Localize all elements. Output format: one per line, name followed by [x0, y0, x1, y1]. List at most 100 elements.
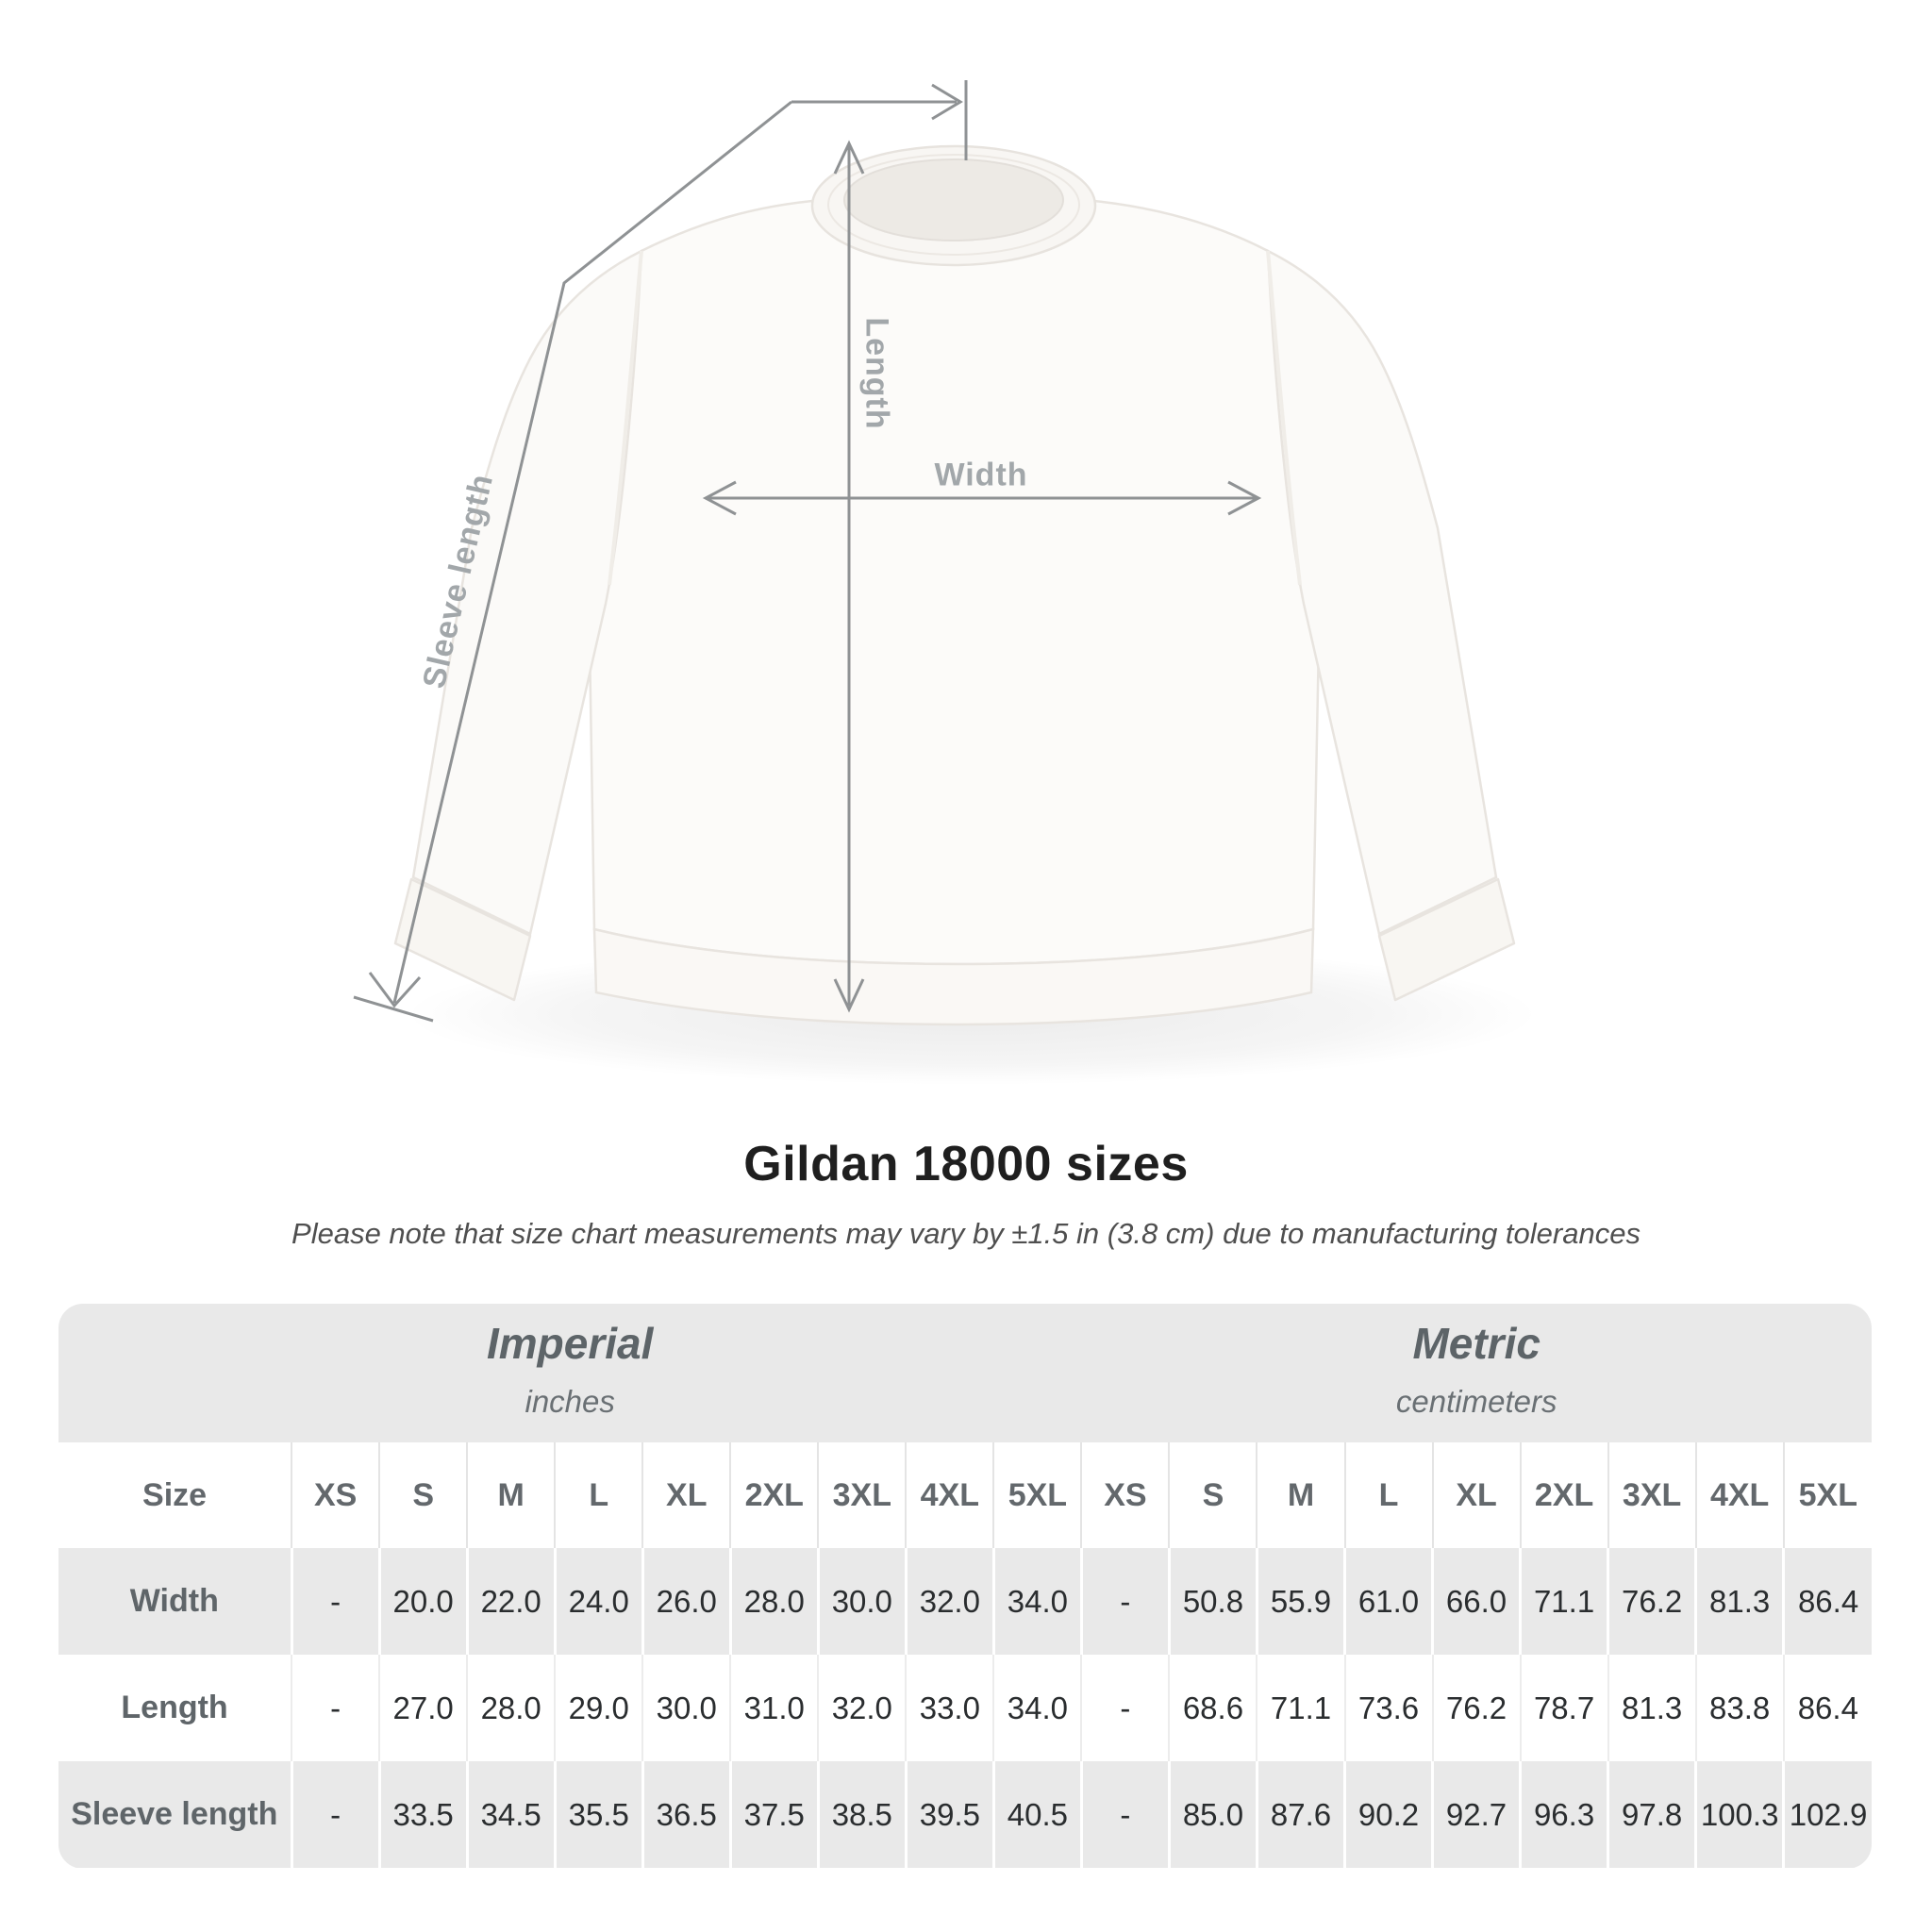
value-cell-metric: 61.0: [1342, 1548, 1433, 1655]
value-cell-imperial: 34.0: [992, 1655, 1082, 1761]
value-cell-imperial: -: [291, 1655, 380, 1761]
size-column-header: XS: [291, 1442, 380, 1548]
size-column-header: 5XL: [1782, 1442, 1872, 1548]
size-header-label: Size: [58, 1442, 292, 1548]
sweatshirt-image: [353, 80, 1538, 1085]
value-cell-metric: 92.7: [1431, 1761, 1521, 1868]
value-cell-imperial: 37.5: [728, 1761, 819, 1868]
value-cell-metric: 55.9: [1255, 1548, 1345, 1655]
right-armhole-seam: [1266, 250, 1302, 586]
value-cell-metric: 81.3: [1694, 1548, 1784, 1655]
width-annotation-label: Width: [934, 457, 1028, 493]
value-cell-imperial: 22.0: [465, 1548, 556, 1655]
sweatshirt-right-cuff: [1377, 877, 1516, 1002]
sweatshirt-left-sleeve: [411, 248, 643, 936]
value-cell-imperial: 40.5: [991, 1761, 1082, 1868]
size-column-header: 4XL: [1694, 1442, 1784, 1548]
length-annotation-label: Length: [858, 317, 895, 430]
measurement-row-width: Width -20.0 22.0 24.0 26.0 28.0 30.0 32.0 34.0-5…: [58, 1548, 1872, 1655]
measurement-row-sleeve-length: Sleeve length -33.5 34.5 35.5 36.5 37.5 38.5 39…: [58, 1761, 1872, 1868]
row-label: Length: [58, 1655, 292, 1761]
value-cell-metric: 83.8: [1694, 1655, 1784, 1761]
value-cell-metric: 96.3: [1519, 1761, 1608, 1868]
value-cell-metric: 76.2: [1607, 1548, 1696, 1655]
value-cell-metric: 90.2: [1342, 1761, 1433, 1868]
value-cell-metric: 78.7: [1519, 1655, 1608, 1761]
size-table: Imperial inches Metric centimeters Size XS S M L…: [58, 1304, 1872, 1868]
size-column-header: XS: [1080, 1442, 1170, 1548]
unit-group-name: Metric: [1412, 1318, 1541, 1368]
value-cell-metric: 71.1: [1256, 1655, 1345, 1761]
value-cell-imperial: 33.5: [377, 1761, 468, 1868]
size-column-header: M: [1256, 1442, 1345, 1548]
sweatshirt-right-sleeve: [1266, 248, 1498, 936]
size-column-header: 5XL: [992, 1442, 1082, 1548]
value-cell-imperial: 35.5: [553, 1761, 643, 1868]
value-cell-metric: 50.8: [1167, 1548, 1257, 1655]
value-cell-imperial: 33.0: [905, 1655, 994, 1761]
value-cell-imperial: 30.0: [641, 1655, 731, 1761]
unit-group-unit: inches: [525, 1383, 615, 1419]
measurement-lines: [353, 80, 1262, 1023]
value-cell-imperial: 31.0: [729, 1655, 819, 1761]
value-cell-metric: 76.2: [1431, 1655, 1521, 1761]
value-cell-metric: 71.1: [1519, 1548, 1608, 1655]
cuff-tick: [353, 995, 434, 1023]
page-title: Gildan 18000 sizes: [743, 1137, 1189, 1191]
value-cell-imperial: 36.5: [641, 1761, 731, 1868]
unit-group-imperial: Imperial inches: [58, 1304, 1082, 1442]
value-cell-imperial: 26.0: [641, 1548, 731, 1655]
size-column-header: L: [1343, 1442, 1433, 1548]
size-column-header: L: [554, 1442, 643, 1548]
measurement-row-length: Length -27.0 28.0 29.0 30.0 31.0 32.0 33.0 34.0-…: [58, 1655, 1872, 1761]
row-label: Sleeve length: [58, 1761, 292, 1868]
sweatshirt-left-cuff: [393, 877, 532, 1002]
unit-group-metric: Metric centimeters: [1081, 1304, 1872, 1442]
size-column-header: XL: [641, 1442, 731, 1548]
unit-group-row: Imperial inches Metric centimeters: [58, 1304, 1872, 1442]
collar-seam: [827, 154, 1080, 256]
value-cell-imperial: 20.0: [377, 1548, 468, 1655]
value-cell-metric: 86.4: [1782, 1548, 1872, 1655]
value-cell-imperial: 38.5: [816, 1761, 907, 1868]
sweatshirt-hem-band: [592, 927, 1315, 1026]
value-cell-imperial: -: [290, 1548, 380, 1655]
value-cell-metric: -: [1079, 1761, 1170, 1868]
size-table-container: Imperial inches Metric centimeters Size XS S M L…: [58, 1304, 1872, 1869]
value-cell-metric: -: [1080, 1655, 1170, 1761]
size-column-header: 4XL: [905, 1442, 994, 1548]
value-cell-imperial: 34.5: [465, 1761, 556, 1868]
row-label: Width: [58, 1548, 292, 1655]
value-cell-metric: 68.6: [1168, 1655, 1257, 1761]
value-cell-imperial: 29.0: [554, 1655, 643, 1761]
size-column-header: 3XL: [1607, 1442, 1696, 1548]
value-cell-imperial: 28.0: [728, 1548, 819, 1655]
value-cell-metric: 81.3: [1607, 1655, 1696, 1761]
size-column-header: XL: [1431, 1442, 1521, 1548]
value-cell-metric: 66.0: [1431, 1548, 1521, 1655]
unit-group-name: Imperial: [486, 1318, 654, 1368]
value-cell-metric: 86.4: [1782, 1655, 1872, 1761]
value-cell-metric: 102.9: [1782, 1761, 1872, 1868]
left-armhole-seam: [608, 250, 643, 586]
size-column-header: 3XL: [817, 1442, 907, 1548]
size-column-header: 2XL: [729, 1442, 819, 1548]
title-block: Gildan 18000 sizes Please note that size…: [0, 1136, 1932, 1251]
value-cell-imperial: -: [290, 1761, 380, 1868]
size-header-row: Size XS S M L XL 2XL 3XL 4XL 5XL XS S M L XL 2XL 3XL 4XL 5…: [58, 1442, 1872, 1548]
unit-group-unit: centimeters: [1395, 1383, 1557, 1419]
value-cell-metric: 85.0: [1167, 1761, 1257, 1868]
value-cell-metric: 100.3: [1694, 1761, 1784, 1868]
value-cell-imperial: 39.5: [904, 1761, 994, 1868]
size-column-header: S: [1168, 1442, 1257, 1548]
value-cell-imperial: 30.0: [816, 1548, 907, 1655]
value-cell-metric: 73.6: [1343, 1655, 1433, 1761]
value-cell-imperial: 32.0: [904, 1548, 994, 1655]
value-cell-metric: -: [1079, 1548, 1170, 1655]
size-column-header: M: [466, 1442, 556, 1548]
value-cell-metric: 97.8: [1607, 1761, 1696, 1868]
sweatshirt-body: [583, 198, 1326, 966]
value-cell-imperial: 24.0: [553, 1548, 643, 1655]
size-column-header: 2XL: [1519, 1442, 1608, 1548]
